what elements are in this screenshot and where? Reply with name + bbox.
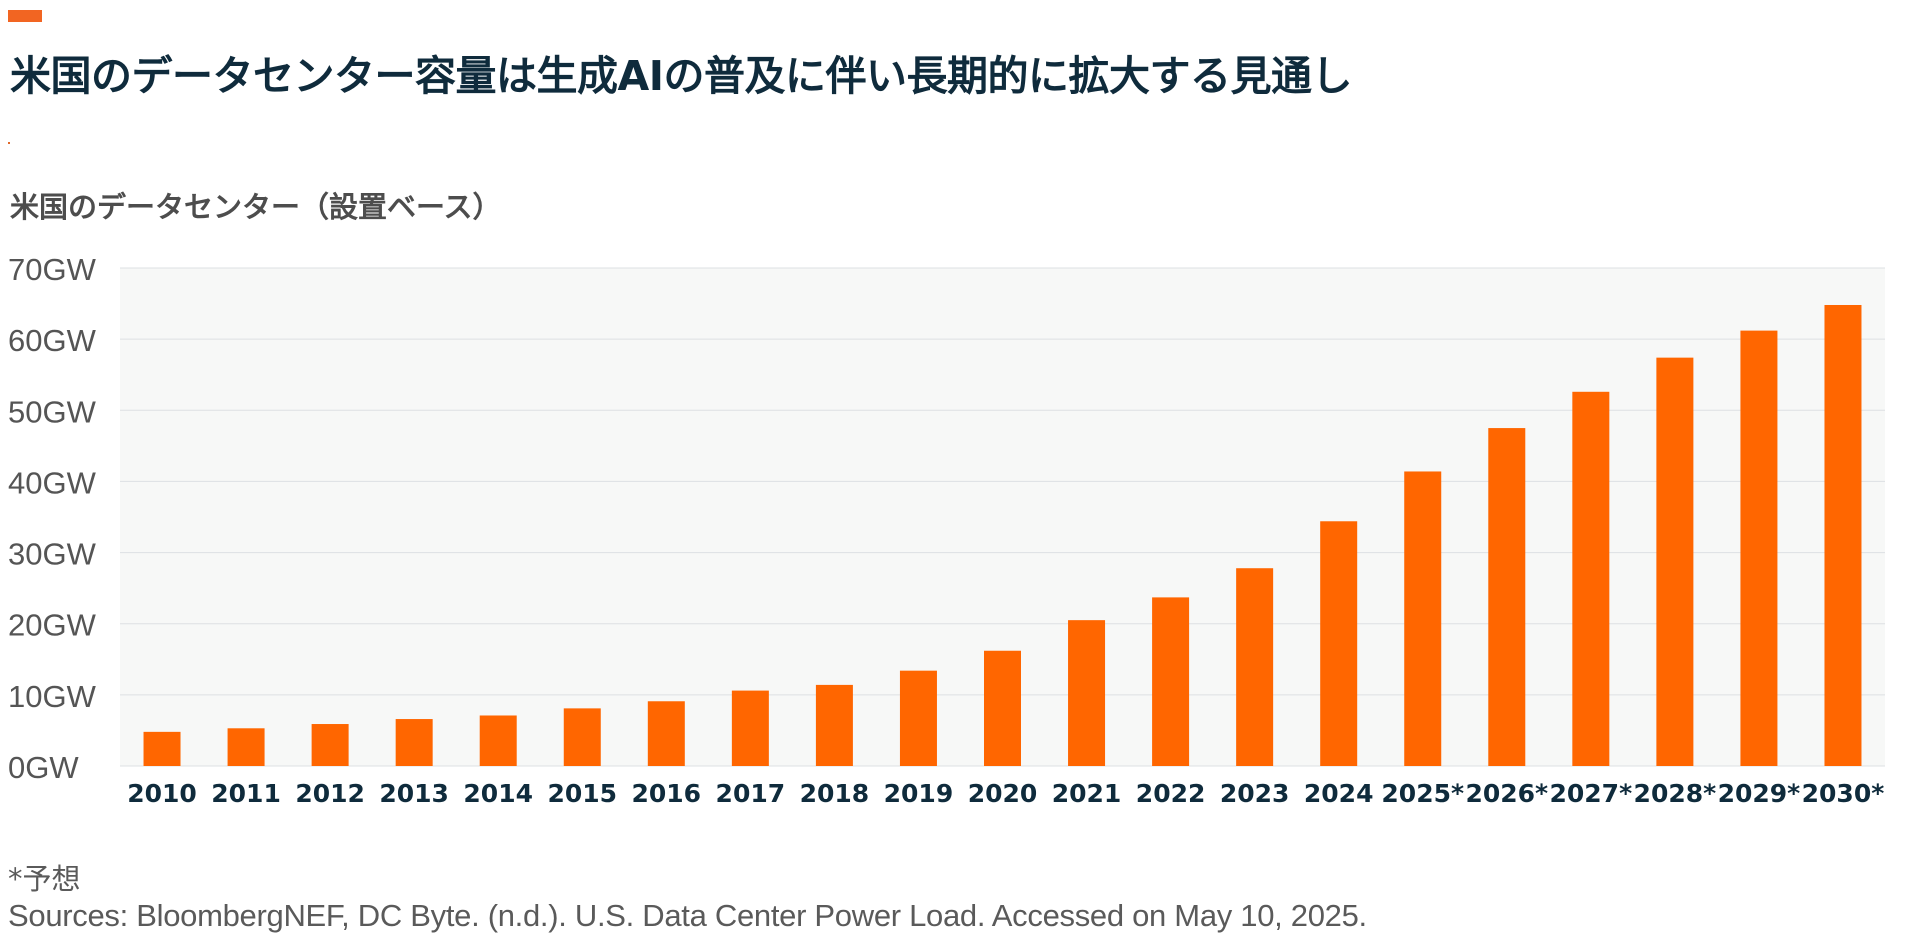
bar-2030 bbox=[1824, 304, 1862, 766]
bar-2010 bbox=[143, 731, 181, 766]
x-tick-label: 2014 bbox=[463, 779, 533, 808]
x-tick-label: 2016 bbox=[632, 779, 702, 808]
x-tick-label: 2020 bbox=[968, 779, 1038, 808]
x-tick-label: 2018 bbox=[800, 779, 870, 808]
y-tick-label: 70GW bbox=[8, 252, 97, 287]
bar-2025 bbox=[1404, 471, 1442, 766]
page-title: 米国のデータセンター容量は生成AIの普及に伴い長期的に拡大する見通し bbox=[10, 52, 1352, 100]
x-tick-label: 2027* bbox=[1550, 779, 1633, 808]
accent-bar bbox=[8, 10, 42, 22]
x-tick-label: 2028* bbox=[1634, 779, 1717, 808]
bar-2011 bbox=[227, 728, 265, 766]
x-tick-label: 2015 bbox=[547, 779, 617, 808]
bar-2023 bbox=[1236, 568, 1274, 766]
y-tick-label: 60GW bbox=[8, 323, 97, 358]
x-tick-label: 2023 bbox=[1220, 779, 1290, 808]
bars bbox=[143, 304, 1862, 766]
divider-dot bbox=[8, 142, 10, 144]
y-tick-label: 50GW bbox=[8, 394, 97, 429]
x-tick-label: 2013 bbox=[379, 779, 449, 808]
bar-2019 bbox=[899, 670, 937, 766]
y-tick-label: 30GW bbox=[8, 537, 97, 572]
bar-2017 bbox=[731, 690, 769, 766]
bar-2022 bbox=[1152, 597, 1190, 766]
x-tick-label: 2021 bbox=[1052, 779, 1122, 808]
bar-2028 bbox=[1656, 357, 1694, 766]
x-tick-label: 2026* bbox=[1465, 779, 1548, 808]
bar-chart: 0GW 10GW 20GW 30GW 40GW 50GW 60GW 70GW 2010 2011… bbox=[8, 252, 1885, 808]
bar-2012 bbox=[311, 724, 349, 766]
bar-2018 bbox=[815, 684, 853, 766]
bar-2021 bbox=[1068, 620, 1106, 766]
bar-2029 bbox=[1740, 330, 1778, 766]
bar-2016 bbox=[647, 701, 685, 766]
bar-2014 bbox=[479, 715, 517, 766]
x-tick-label: 2029* bbox=[1718, 779, 1801, 808]
x-tick-label: 2012 bbox=[295, 779, 365, 808]
y-tick-label: 10GW bbox=[8, 679, 97, 714]
x-tick-label: 2017 bbox=[716, 779, 786, 808]
x-tick-label: 2022 bbox=[1136, 779, 1206, 808]
y-axis: 0GW 10GW 20GW 30GW 40GW 50GW 60GW 70GW bbox=[8, 252, 97, 785]
x-tick-label: 2025* bbox=[1381, 779, 1464, 808]
sources-text: Sources: BloombergNEF, DC Byte. (n.d.). … bbox=[8, 898, 1367, 933]
x-tick-label: 2011 bbox=[211, 779, 281, 808]
bar-2024 bbox=[1320, 521, 1358, 766]
bar-2026 bbox=[1488, 428, 1526, 766]
bar-2027 bbox=[1572, 391, 1610, 766]
y-tick-label: 20GW bbox=[8, 608, 97, 643]
x-axis: 2010 2011 2012 2013 2014 2015 2016 2017 2018 2019… bbox=[127, 779, 1884, 808]
x-tick-label: 2030* bbox=[1802, 779, 1885, 808]
x-tick-label: 2010 bbox=[127, 779, 197, 808]
bar-2020 bbox=[984, 650, 1021, 766]
forecast-footnote: *予想 bbox=[8, 862, 81, 896]
chart-title: 米国のデータセンター（設置ベース） bbox=[10, 190, 502, 224]
bar-2013 bbox=[395, 719, 433, 766]
x-tick-label: 2019 bbox=[884, 779, 954, 808]
bar-2015 bbox=[563, 708, 601, 766]
y-tick-label: 40GW bbox=[8, 465, 97, 500]
x-tick-label: 2024 bbox=[1304, 779, 1374, 808]
y-tick-label: 0GW bbox=[8, 750, 79, 785]
